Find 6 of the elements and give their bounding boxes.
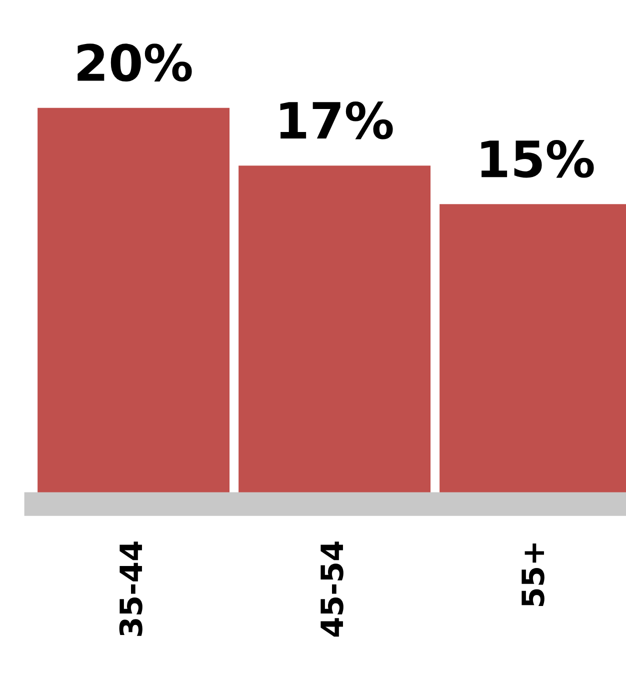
- data-label: 20%: [78, 44, 192, 82]
- x-tick-label: 35-44: [119, 542, 142, 636]
- data-label: 15%: [481, 140, 594, 178]
- x-tick-label: 55+: [522, 543, 544, 606]
- data-label: 17%: [280, 101, 393, 140]
- x-tick-label: 45-54: [320, 542, 344, 637]
